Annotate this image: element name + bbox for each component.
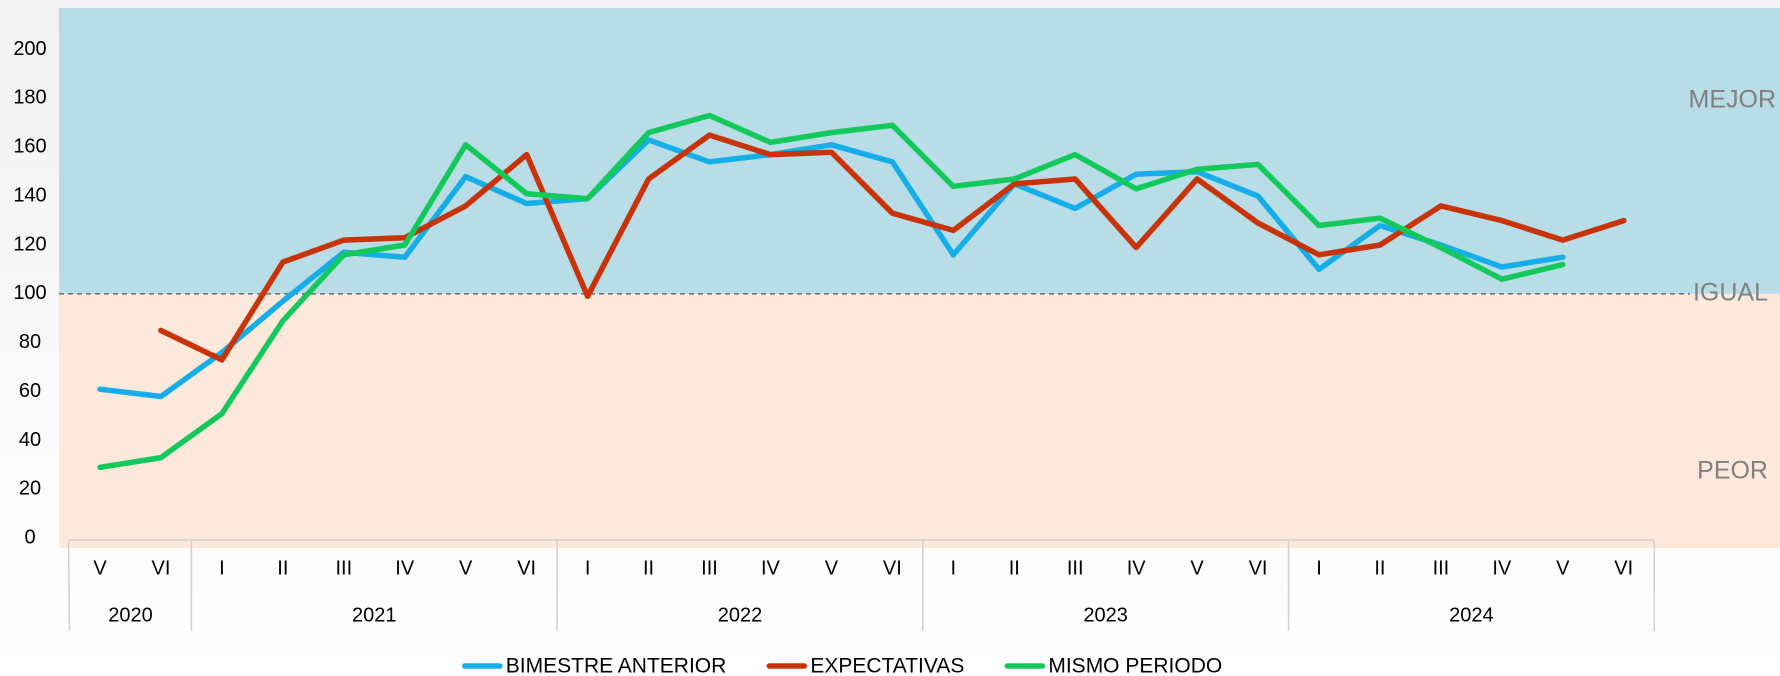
group-label: 2023 — [1083, 604, 1128, 626]
y-tick-label: 180 — [13, 87, 46, 109]
group-divider — [67, 539, 71, 632]
x-tick-label: II — [1374, 557, 1385, 579]
group-label: 2024 — [1449, 604, 1494, 626]
x-tick-label: IV — [1127, 557, 1147, 579]
x-tick-label: III — [1433, 557, 1450, 579]
x-tick-label: IV — [395, 557, 415, 579]
zone-label: PEOR — [1697, 457, 1768, 485]
y-tick-label: 160 — [13, 136, 46, 158]
y-tick-label: 140 — [13, 184, 46, 206]
group-label: 2021 — [352, 604, 397, 626]
x-tick-label: III — [1067, 557, 1084, 579]
zone-label: MEJOR — [1689, 86, 1777, 114]
legend-label: EXPECTATIVAS — [810, 655, 964, 676]
x-tick-label: V — [1190, 557, 1204, 579]
x-tick-label: VI — [1614, 557, 1633, 579]
x-tick-label: VI — [1249, 557, 1268, 579]
x-tick-label: VI — [517, 557, 536, 579]
x-tick-label: I — [219, 557, 225, 579]
x-tick-label: II — [643, 557, 654, 579]
legend-label: MISMO PERIODO — [1048, 655, 1222, 676]
y-tick-label: 20 — [19, 478, 41, 500]
x-tick-label: I — [585, 557, 591, 579]
x-tick-label: III — [701, 557, 718, 579]
y-tick-label: 0 — [24, 527, 35, 549]
x-tick-label: IV — [761, 557, 781, 579]
x-tick-label: VI — [883, 557, 902, 579]
x-tick-label: I — [951, 557, 957, 579]
zone-label: IGUAL — [1693, 278, 1768, 306]
x-tick-label: IV — [1492, 557, 1512, 579]
y-tick-label: 40 — [19, 429, 41, 451]
x-tick-label: II — [1009, 557, 1020, 579]
zone-band — [59, 293, 1780, 548]
x-tick-label: V — [825, 557, 839, 579]
legend-label: BIMESTRE ANTERIOR — [506, 655, 727, 676]
y-tick-label: 100 — [13, 282, 46, 304]
x-tick-label: II — [277, 557, 288, 579]
y-tick-label: 200 — [13, 38, 46, 60]
y-tick-label: 60 — [19, 380, 41, 402]
group-label: 2022 — [718, 604, 763, 626]
y-tick-label: 80 — [19, 331, 41, 353]
x-tick-label: V — [93, 557, 107, 579]
x-tick-label: III — [335, 557, 352, 579]
x-tick-label: V — [459, 557, 473, 579]
x-tick-label: I — [1316, 557, 1322, 579]
x-tick-label: V — [1556, 557, 1570, 579]
series-line — [97, 112, 1566, 471]
group-label: 2020 — [108, 604, 153, 626]
series-line — [158, 132, 1627, 363]
x-tick-label: VI — [151, 557, 170, 579]
y-tick-label: 120 — [13, 233, 46, 255]
